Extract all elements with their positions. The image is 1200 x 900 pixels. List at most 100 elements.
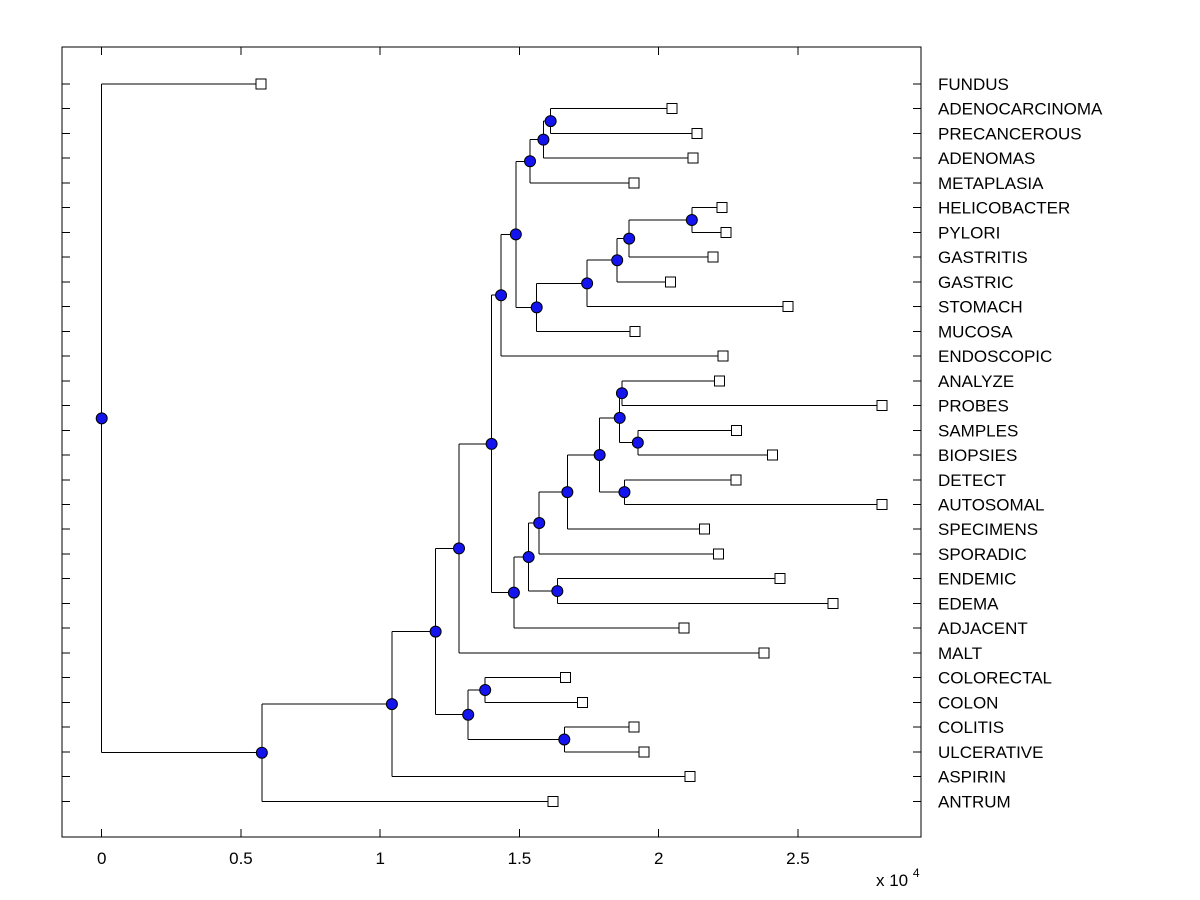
leaf-node-marker[interactable] (559, 672, 571, 684)
branch-node-marker[interactable] (611, 254, 624, 267)
branch-node-marker[interactable] (522, 551, 535, 564)
leaf-node-marker[interactable] (698, 523, 710, 535)
branch-node-marker[interactable] (631, 436, 644, 449)
branch-node-marker[interactable] (561, 486, 574, 499)
branch-node-marker[interactable] (255, 746, 268, 759)
leaf-node-marker[interactable] (547, 795, 559, 807)
branch-node-marker[interactable] (485, 437, 498, 450)
branch-node-marker[interactable] (558, 733, 571, 746)
x-tick-label: 1 (375, 849, 384, 868)
x-tick-label: 0.5 (229, 849, 253, 868)
leaf-label: ULCERATIVE (938, 743, 1044, 762)
branch-node-marker[interactable] (462, 708, 475, 721)
leaf-label: FUNDUS (938, 75, 1009, 94)
leaf-label: ADJACENT (938, 619, 1028, 638)
node-markers (95, 78, 888, 807)
leaf-node-marker[interactable] (684, 771, 696, 783)
leaf-node-marker[interactable] (717, 350, 729, 362)
leaf-label: METAPLASIA (938, 174, 1044, 193)
branch-node-marker[interactable] (95, 412, 108, 425)
leaf-node-marker[interactable] (731, 424, 743, 436)
branch-node-marker[interactable] (685, 214, 698, 227)
leaf-node-marker[interactable] (628, 177, 640, 189)
leaf-label: PYLORI (938, 223, 1000, 242)
leaf-label: SPECIMENS (938, 520, 1038, 539)
leaf-node-marker[interactable] (576, 696, 588, 708)
leaf-node-marker[interactable] (687, 152, 699, 164)
branch-node-marker[interactable] (530, 301, 543, 314)
leaf-node-marker[interactable] (713, 375, 725, 387)
leaf-node-marker[interactable] (628, 721, 640, 733)
branch-node-marker[interactable] (385, 698, 398, 711)
leaf-node-marker[interactable] (720, 226, 732, 238)
branch-node-marker[interactable] (507, 586, 520, 599)
branch-node-marker[interactable] (613, 411, 626, 424)
leaf-label: STOMACH (938, 298, 1023, 317)
leaf-label: GASTRIC (938, 273, 1014, 292)
leaf-label: EDEMA (938, 594, 999, 613)
x-tick-label: 0 (97, 849, 106, 868)
branch-node-marker[interactable] (544, 115, 557, 128)
leaf-label: COLITIS (938, 718, 1004, 737)
plot-box (61, 46, 922, 838)
leaf-label: ADENOMAS (938, 149, 1035, 168)
leaf-node-marker[interactable] (730, 474, 742, 486)
x-tick-label: 2 (654, 849, 663, 868)
leaf-label: SPORADIC (938, 545, 1027, 564)
leaf-node-marker[interactable] (707, 251, 719, 263)
x-tick-label: 1.5 (508, 849, 532, 868)
leaf-label: DETECT (938, 471, 1006, 490)
branch-node-marker[interactable] (509, 228, 522, 241)
branch-node-marker[interactable] (615, 387, 628, 400)
axes-box (61, 46, 922, 838)
branch-node-marker[interactable] (429, 625, 442, 638)
leaf-node-marker[interactable] (638, 746, 650, 758)
branch-node-marker[interactable] (593, 449, 606, 462)
leaf-node-marker[interactable] (691, 127, 703, 139)
leaf-node-marker[interactable] (774, 573, 786, 585)
leaf-node-marker[interactable] (255, 78, 267, 90)
leaf-label: ADENOCARCINOMA (938, 100, 1103, 119)
branch-node-marker[interactable] (537, 133, 550, 146)
leaf-label: GASTRITIS (938, 248, 1028, 267)
leaf-labels: 0 0.5 1 1.5 2 2.5 FUNDUS ADENOCARCINOMA PRECANCE… (97, 75, 1103, 890)
leaf-node-marker[interactable] (827, 597, 839, 609)
leaf-node-marker[interactable] (876, 400, 888, 412)
axis-multiplier-label: x 10 4 (876, 866, 920, 890)
branch-node-marker[interactable] (495, 289, 508, 302)
leaf-label: PROBES (938, 397, 1009, 416)
leaf-label: MALT (938, 644, 982, 663)
leaf-label: HELICOBACTER (938, 199, 1070, 218)
leaf-node-marker[interactable] (766, 449, 778, 461)
leaf-node-marker[interactable] (716, 202, 728, 214)
branch-node-marker[interactable] (618, 486, 631, 499)
leaf-label: MUCOSA (938, 322, 1013, 341)
branch-node-marker[interactable] (623, 232, 636, 245)
x-tick-label: 2.5 (786, 849, 810, 868)
branch-node-marker[interactable] (551, 585, 564, 598)
leaf-node-marker[interactable] (666, 103, 678, 115)
leaf-label: ASPIRIN (938, 768, 1006, 787)
leaf-label: PRECANCEROUS (938, 124, 1082, 143)
branch-node-marker[interactable] (453, 542, 466, 555)
branch-node-marker[interactable] (524, 155, 537, 168)
leaf-label: BIOPSIES (938, 446, 1017, 465)
leaf-node-marker[interactable] (876, 498, 888, 510)
branch-node-marker[interactable] (581, 277, 594, 290)
leaf-node-marker[interactable] (678, 622, 690, 634)
leaf-node-marker[interactable] (782, 301, 794, 313)
leaf-label: COLORECTAL (938, 669, 1052, 688)
leaf-node-marker[interactable] (712, 548, 724, 560)
leaf-node-marker[interactable] (758, 647, 770, 659)
leaf-label: COLON (938, 693, 998, 712)
branch-node-marker[interactable] (533, 517, 546, 530)
leaf-label: AUTOSOMAL (938, 495, 1044, 514)
leaf-label: ANALYZE (938, 372, 1014, 391)
leaf-node-marker[interactable] (629, 325, 641, 337)
leaf-node-marker[interactable] (665, 276, 677, 288)
leaf-label: ENDOSCOPIC (938, 347, 1052, 366)
branch-node-marker[interactable] (479, 684, 492, 697)
leaf-label: SAMPLES (938, 421, 1018, 440)
